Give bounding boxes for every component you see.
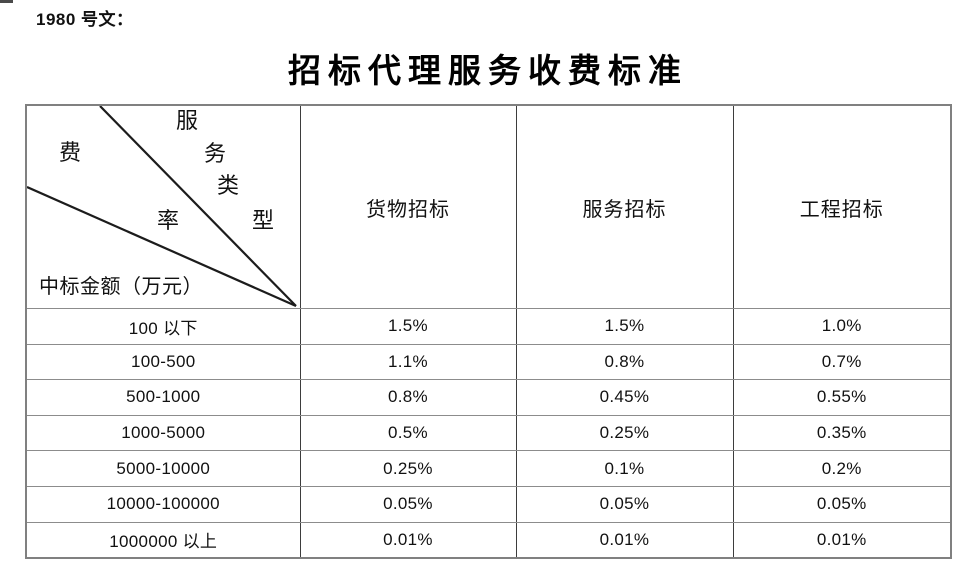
table-row: 1000-5000 0.5% 0.25% 0.35% xyxy=(25,414,952,452)
column-header-goods-bidding: 货物招标 xyxy=(299,104,517,309)
corner-service-type-char: 服 xyxy=(176,108,199,133)
corner-service-type-char: 务 xyxy=(204,141,227,166)
corner-rate-char: 率 xyxy=(157,208,180,233)
amount-range-cell: 100 以下 xyxy=(25,308,301,345)
table-row: 100-500 1.1% 0.8% 0.7% xyxy=(25,343,952,381)
table-row: 500-1000 0.8% 0.45% 0.55% xyxy=(25,379,952,416)
amount-range-cell: 10000-100000 xyxy=(25,485,301,523)
rate-cell: 0.05% xyxy=(299,485,517,523)
table-row: 10000-100000 0.05% 0.05% 0.05% xyxy=(25,485,952,523)
amount-range-cell: 1000000 以上 xyxy=(25,521,301,559)
diagonal-divider-lines xyxy=(27,106,297,308)
page-title: 招标代理服务收费标准 xyxy=(288,54,688,90)
rate-cell: 0.8% xyxy=(515,343,734,381)
rate-cell: 0.1% xyxy=(515,450,734,487)
table-row: 100 以下 1.5% 1.5% 1.0% xyxy=(25,308,952,345)
rate-cell: 0.05% xyxy=(732,485,952,523)
rate-cell: 0.5% xyxy=(299,414,517,452)
rate-cell: 0.25% xyxy=(299,450,517,487)
rate-cell: 0.25% xyxy=(515,414,734,452)
rate-cell: 0.55% xyxy=(732,379,952,416)
rate-cell: 1.5% xyxy=(299,308,517,345)
rate-cell: 0.01% xyxy=(299,521,517,559)
scan-artifact xyxy=(0,0,13,3)
rate-cell: 1.1% xyxy=(299,343,517,381)
corner-amount-axis-label: 中标金额（万元） xyxy=(39,276,203,298)
header-row: 服 务 类 型 费 率 中标金额（万元） 货物招标 服务招标 工程招标 xyxy=(25,104,952,309)
corner-service-type-char: 类 xyxy=(217,173,240,198)
table-row: 5000-10000 0.25% 0.1% 0.2% xyxy=(25,450,952,487)
rate-cell: 0.01% xyxy=(515,521,734,559)
fee-standard-table: 服 务 类 型 费 率 中标金额（万元） 货物招标 服务招标 工程招标 100 … xyxy=(25,104,952,560)
rate-cell: 0.01% xyxy=(732,521,952,559)
rate-cell: 0.7% xyxy=(732,343,952,381)
amount-range-cell: 500-1000 xyxy=(25,379,301,416)
amount-range-cell: 5000-10000 xyxy=(25,450,301,487)
rate-cell: 1.5% xyxy=(515,308,734,345)
corner-service-type-char: 型 xyxy=(252,208,275,233)
rate-cell: 0.45% xyxy=(515,379,734,416)
table-corner-cell: 服 务 类 型 费 率 中标金额（万元） xyxy=(25,104,301,309)
column-header-service-bidding: 服务招标 xyxy=(515,104,734,309)
column-header-works-bidding: 工程招标 xyxy=(732,104,952,309)
rate-cell: 0.05% xyxy=(515,485,734,523)
table-row: 1000000 以上 0.01% 0.01% 0.01% xyxy=(25,521,952,559)
rate-cell: 0.35% xyxy=(732,414,952,452)
amount-range-cell: 1000-5000 xyxy=(25,414,301,452)
rate-cell: 0.8% xyxy=(299,379,517,416)
doc-number-label: 1980 号文： xyxy=(36,10,134,29)
rate-cell: 0.2% xyxy=(732,450,952,487)
amount-range-cell: 100-500 xyxy=(25,343,301,381)
rate-cell: 1.0% xyxy=(732,308,952,345)
corner-rate-char: 费 xyxy=(59,140,82,165)
